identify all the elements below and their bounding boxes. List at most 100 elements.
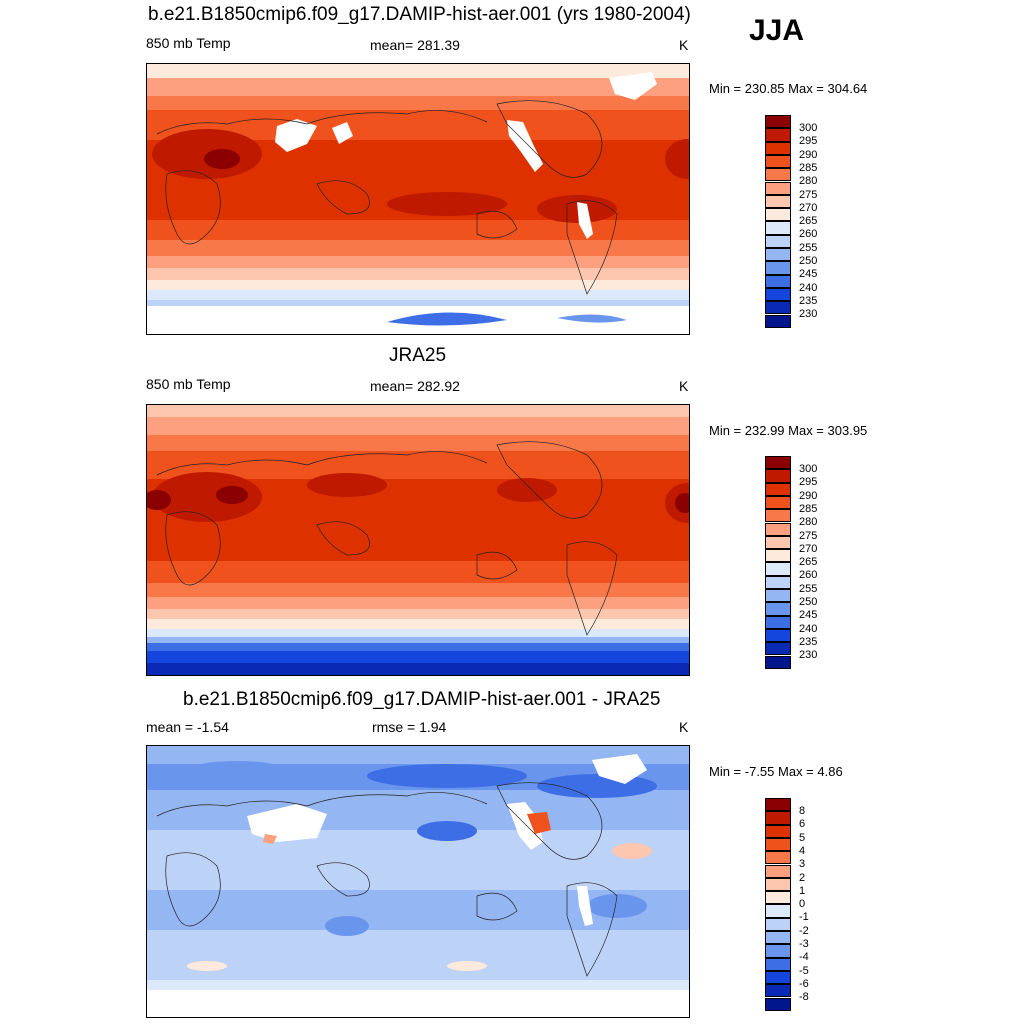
panel3-colorbar-cell-12 [765,944,791,958]
panel3-colorbar-cell-11 [765,931,791,945]
panel3-colorbar-cell-13 [765,957,791,971]
panel3-map [146,745,690,1018]
panel2-colorbar-label: 295 [799,476,818,489]
panel2-colorbar-cell-1 [765,456,791,470]
panel2-colorbar-cell-7 [765,535,791,550]
panel3-colorbar-label: -8 [799,991,809,1004]
panel1-variable-label: 850 mb Temp [146,35,231,51]
panel2-colorbar-label: 270 [799,542,818,555]
panel1-colorbar-cell-1 [765,115,791,129]
panel3-rmse-label: rmse = 1.94 [372,719,447,735]
panel3-colorbar-cell-5 [765,851,791,865]
panel2-colorbar-label: 280 [799,516,818,529]
panel1-colorbar-label: 275 [799,188,818,201]
panel1-colorbar-label: 295 [799,135,818,148]
panel3-colorbar-cell-10 [765,917,791,931]
panel3-colorbar-cell-2 [765,811,791,825]
panel1-colorbar-cell-6 [765,181,791,195]
panel1-colorbar-cell-4 [765,154,791,169]
panel2-colorbar-label: 245 [799,609,818,622]
panel2-colorbar-label: 250 [799,596,818,608]
panel3-colorbar-cell-6 [765,864,791,878]
panel1-colorbar-label: 285 [799,161,818,174]
panel2-colorbar-cell-9 [765,562,791,576]
panel3-colorbar-cell-9 [765,904,791,918]
panel3-colorbar-label: -1 [799,911,809,924]
panel2-minmax: Min = 232.99 Max = 303.95 [709,423,868,438]
panel1-colorbar-cell-11 [765,248,791,262]
panel2-colorbar-cell-14 [765,628,791,643]
panel3-colorbar-label: -5 [799,964,809,977]
panel3-colorbar-label: 6 [799,818,806,831]
panel1-colorbar-cell-3 [765,141,791,155]
panel2-colorbar-cell-12 [765,602,791,616]
panel3-colorbar-label: 2 [799,871,806,884]
panel2-colorbar-cell-15 [765,642,791,656]
panel2-colorbar-label: 265 [799,556,818,569]
panel1-colorbar-cell-16 [765,314,791,328]
panel1-colorbar-label: 250 [799,255,818,267]
panel3-colorbar-label: 1 [799,884,806,897]
panel1-colorbar-cell-7 [765,194,791,209]
panel1-colorbar-label: 245 [799,268,818,281]
panel2-colorbar-cell-10 [765,575,791,589]
panel1-colorbar-label: 265 [799,215,818,228]
panel1-colorbar-label: 270 [799,201,818,214]
panel1-colorbar-cell-13 [765,274,791,288]
panel3-colorbar-label: -3 [799,938,809,950]
panel2-colorbar-label: 285 [799,502,818,515]
panel1-colorbar-cell-2 [765,128,791,142]
panel2-units: K [679,378,689,394]
panel3-colorbar-label: -4 [799,951,809,964]
panel2-colorbar-cell-3 [765,482,791,496]
panel2-variable-label: 850 mb Temp [146,376,231,392]
panel3-colorbar-label: 4 [799,844,806,857]
panel2-colorbar-label: 240 [799,622,818,635]
panel2-colorbar-cell-6 [765,522,791,536]
panel3-colorbar-label: 5 [799,831,806,844]
panel1-colorbar-cell-10 [765,234,791,248]
panel2-colorbar-label: 235 [799,635,818,648]
panel2-map [146,404,690,676]
panel3-colorbar-label: -6 [799,977,809,990]
panel1-colorbar-label: 300 [799,122,818,134]
panel3-colorbar-label: 3 [799,858,806,871]
panel3-colorbar-label: 0 [799,898,806,911]
panel1-colorbar-label: 260 [799,228,818,241]
panel1-colorbar-label: 290 [799,148,818,161]
panel2-colorbar-label: 260 [799,569,818,582]
panel2-colorbar-cell-16 [765,655,791,669]
panel1-map [146,63,690,335]
panel1-colorbar-label: 235 [799,294,818,307]
panel2-colorbar-label: 230 [799,649,818,662]
panel1-mean-label: mean= 281.39 [370,37,460,53]
panel1-colorbar-label: 240 [799,281,818,294]
panel1-units: K [679,37,689,53]
panel3-colorbar-cell-1 [765,798,791,812]
panel3-colorbar-label: -2 [799,924,809,937]
panel1-colorbar-label: 230 [799,308,818,321]
panel2-colorbar-cell-5 [765,509,791,523]
panel3-colorbar-cell-3 [765,824,791,838]
panel2-colorbar-cell-13 [765,615,791,629]
panel2-colorbar-label: 290 [799,489,818,502]
panel1-colorbar-cell-15 [765,301,791,315]
panel3-colorbar-cell-4 [765,837,791,852]
panel1-minmax: Min = 230.85 Max = 304.64 [709,81,868,96]
panel2-colorbar-label: 275 [799,529,818,542]
panel3-title: b.e21.B1850cmip6.f09_g17.DAMIP-hist-aer.… [183,689,661,710]
season-label: JJA [749,14,805,47]
panel3-colorbar-cell-7 [765,877,791,892]
panel1-colorbar-cell-14 [765,287,791,302]
panel2-colorbar-cell-8 [765,549,791,563]
panel3-minmax: Min = -7.55 Max = 4.86 [709,764,843,779]
panel1-colorbar-cell-5 [765,168,791,182]
panel3-colorbar-label: 8 [799,805,806,817]
panel1-colorbar-label: 280 [799,175,818,188]
panel3-colorbar-cell-14 [765,970,791,985]
panel3-colorbar-cell-8 [765,891,791,905]
panel2-colorbar-cell-2 [765,469,791,483]
panel1-colorbar-cell-9 [765,221,791,235]
panel3-units: K [679,719,689,735]
panel2-colorbar-cell-11 [765,589,791,603]
